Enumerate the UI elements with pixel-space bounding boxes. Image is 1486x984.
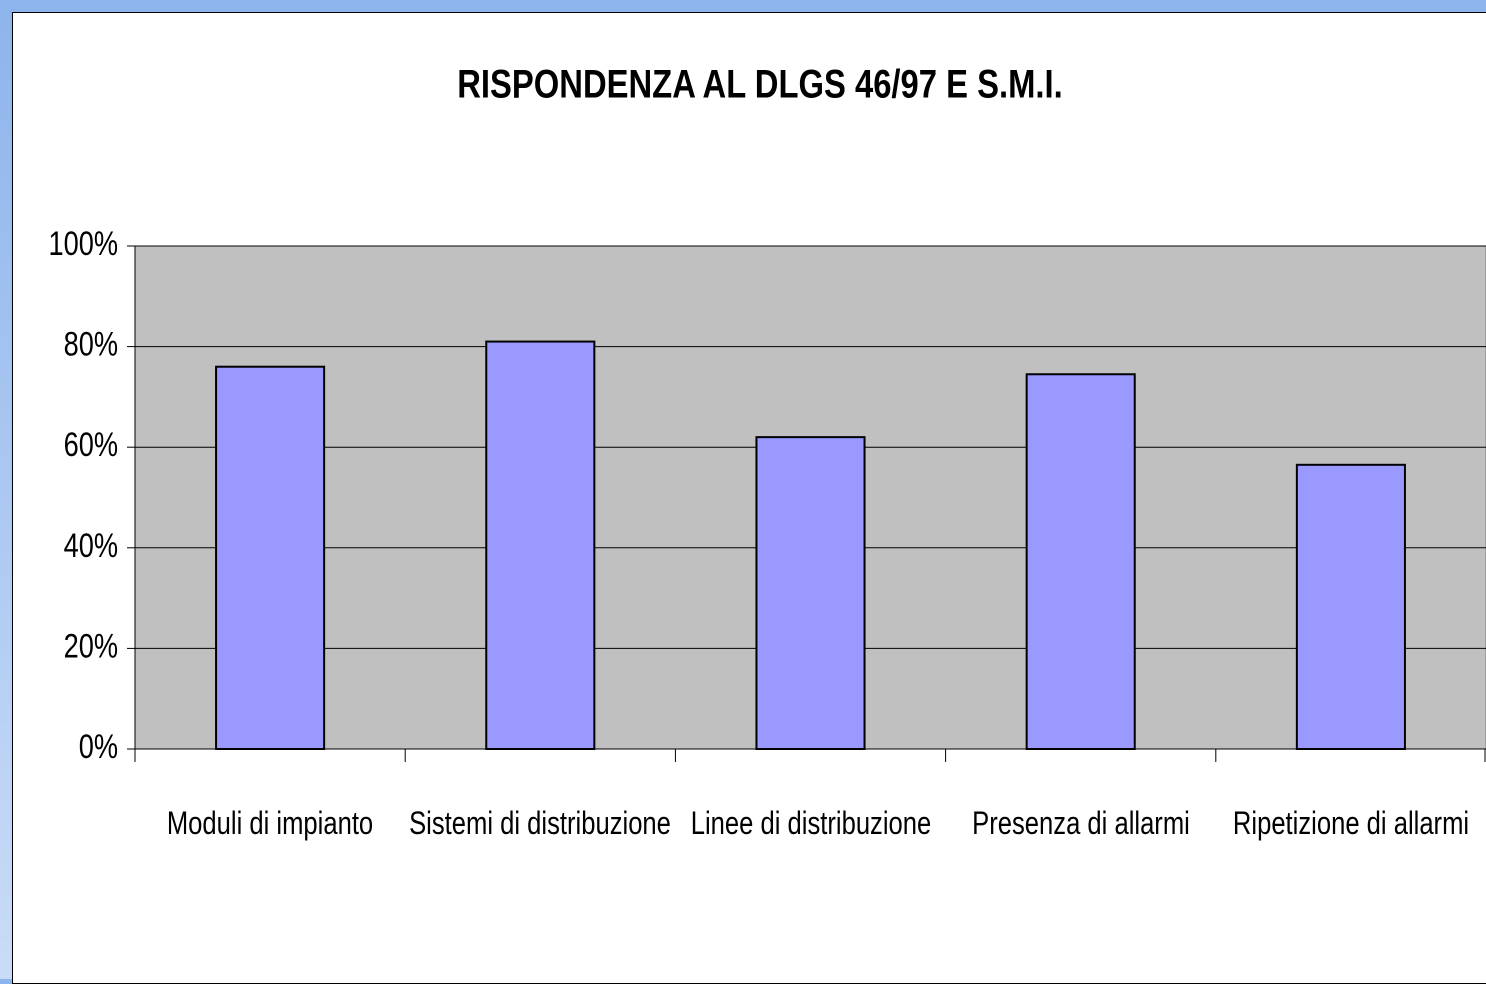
bar: [1295, 463, 1406, 750]
y-tick-label: 100%: [48, 224, 118, 263]
x-tick-label: Ripetizione di allarmi: [1232, 805, 1469, 841]
x-tick-label: Moduli di impianto: [166, 805, 374, 841]
y-tick-label: 20%: [64, 626, 118, 665]
y-tick-label: 60%: [64, 425, 118, 464]
chart-title: RISPONDENZA AL DLGS 46/97 E S.M.I.: [457, 61, 1062, 106]
y-tick-label: 40%: [64, 526, 118, 565]
bar: [215, 365, 326, 750]
y-tick-label: 0%: [79, 727, 118, 766]
bar: [1025, 373, 1136, 750]
x-tick-label: Presenza di allarmi: [971, 805, 1190, 841]
x-tick-label: Sistemi di distribuzione: [409, 805, 672, 841]
bar: [485, 340, 596, 750]
bar: [755, 436, 866, 750]
x-tick-label: Linee di distribuzione: [690, 805, 931, 841]
y-tick-label: 80%: [64, 325, 118, 364]
